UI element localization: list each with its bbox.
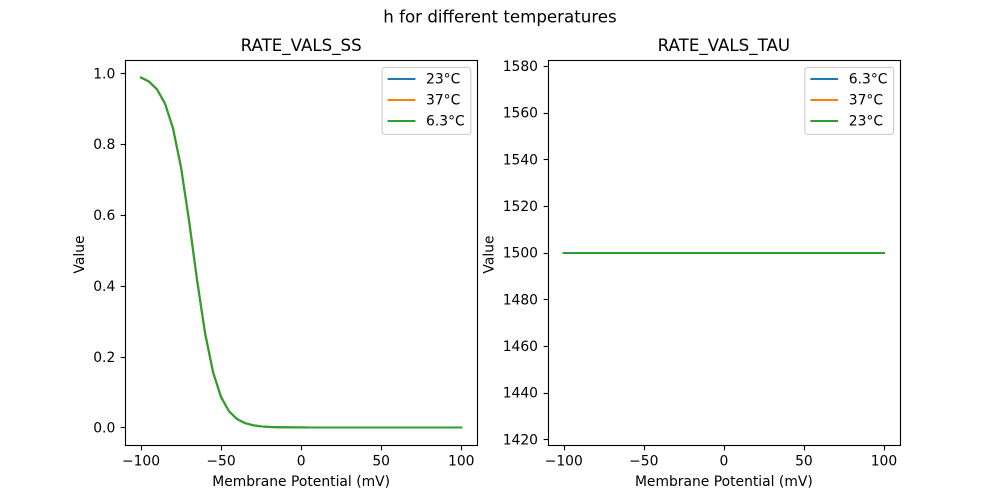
y-tick-label: 1420 [503,432,538,448]
x-axis-label: Membrane Potential (mV) [212,474,390,490]
y-tick-label: 0.8 [93,137,115,153]
legend-label: 23°C [426,72,460,88]
subplot-rate_vals_ss: −100 −50 0 50 100 0.0 0.2 0.4 0.6 0.8 1.0 RATE_VALS… [72,36,479,490]
x-tick-label: −50 [206,454,235,470]
y-axis-label: Value [481,235,497,273]
x-tick-label: 50 [795,454,813,470]
x-tick-label: −50 [629,454,658,470]
x-axis: −100 −50 0 50 100 [545,445,897,470]
y-axis: 0.0 0.2 0.4 0.6 0.8 1.0 [93,66,126,437]
legend-frame [804,66,895,135]
x-tick-label: 0 [719,454,728,470]
figure-suptitle: h for different temperatures [383,8,616,27]
y-tick-label: 1520 [503,199,538,215]
y-tick-label: 0.4 [93,279,115,295]
y-axis-label: Value [72,235,88,273]
y-axis: 1420 1440 1460 1480 1500 1520 1540 1560 1580 [503,59,549,448]
legend: 6.3°C 37°C 23°C [804,66,895,135]
legend-frame [381,66,472,135]
y-tick-label: 1.0 [93,66,115,82]
x-tick-label: 100 [871,454,897,470]
legend-label: 37°C [426,92,460,108]
x-axis: −100 −50 0 50 100 [122,445,474,470]
x-tick-label: −100 [545,454,583,470]
y-tick-label: 1440 [503,386,538,402]
legend: 23°C 37°C 6.3°C [381,66,472,135]
x-axis-label: Membrane Potential (mV) [635,474,813,490]
x-tick-label: −100 [122,454,160,470]
series-line-6.3C [139,76,463,429]
x-tick-label: 0 [297,454,306,470]
y-tick-label: 1560 [503,106,538,122]
series-lines [139,76,463,429]
legend-label: 6.3°C [849,72,888,88]
y-tick-label: 1540 [503,152,538,168]
subplot-title: RATE_VALS_TAU [658,36,790,56]
subplot-rate_vals_tau: −100 −50 0 50 100 1420 1440 1460 1480 1500 1520 154… [481,36,902,490]
x-tick-label: 100 [448,454,474,470]
y-tick-label: 0.0 [93,421,115,437]
legend-label: 23°C [849,113,883,129]
y-tick-label: 0.6 [93,208,115,224]
subplot-title: RATE_VALS_SS [241,36,362,56]
legend-label: 6.3°C [426,113,465,129]
y-tick-label: 1580 [503,59,538,75]
x-tick-label: 50 [372,454,390,470]
y-tick-label: 1460 [503,339,538,355]
y-tick-label: 0.2 [93,350,115,366]
y-tick-label: 1500 [503,246,538,262]
legend-label: 37°C [849,92,883,108]
y-tick-label: 1480 [503,292,538,308]
